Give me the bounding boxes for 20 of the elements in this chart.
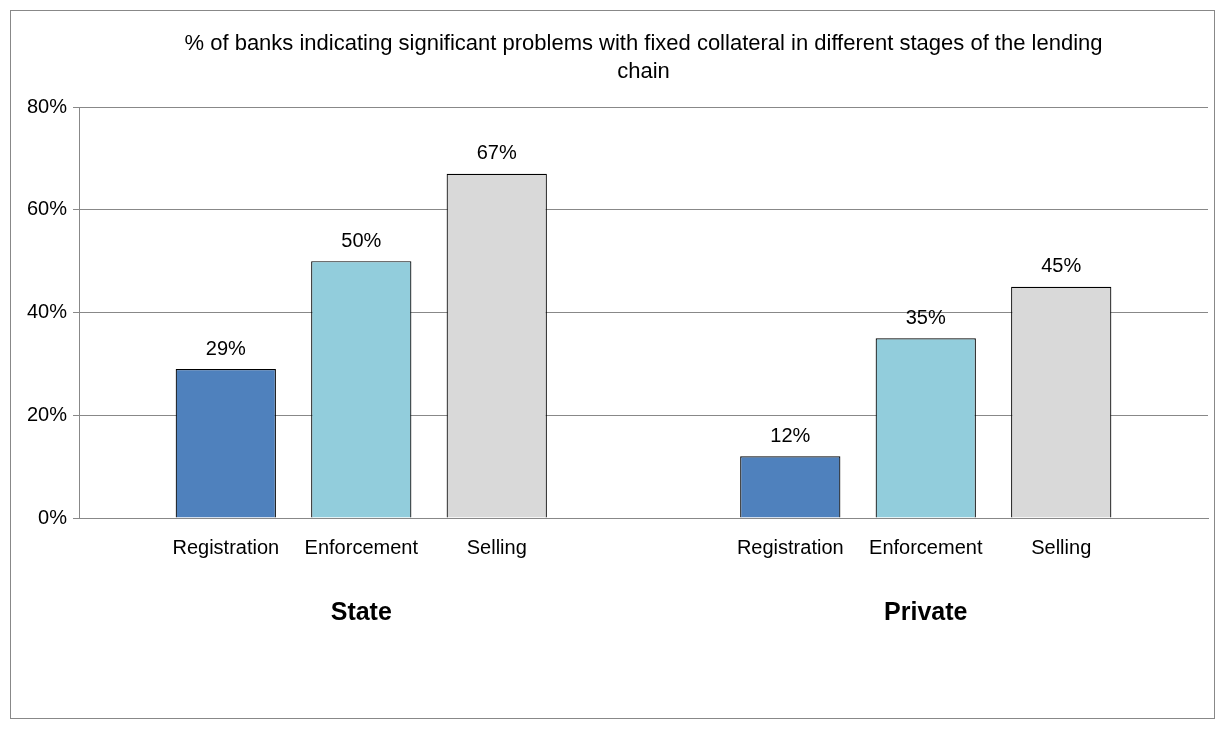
text: Selling: [1031, 535, 1092, 558]
data-label: 50%: [341, 228, 382, 251]
data-label: 35%: [905, 305, 946, 328]
text: Registration: [736, 535, 844, 558]
y-tick-label: 20%: [27, 402, 68, 425]
data-label: 29%: [205, 336, 247, 359]
series-label: Enforcement: [304, 535, 419, 558]
y-tick-label: 0%: [38, 505, 68, 528]
y-tick-label: 40%: [27, 300, 68, 323]
y-tick-label: 60%: [27, 197, 68, 220]
x-tick-label: Private: [884, 596, 968, 625]
chart-title: % of banks indicating significant problems with fixed collateral in different stages of the lending chain: [184, 30, 1103, 84]
series-label: Registration: [172, 535, 280, 558]
data-label: 67%: [476, 141, 517, 164]
text: Enforcement: [869, 535, 983, 558]
y-tick-label: 80%: [27, 94, 68, 117]
x-tick-label: State: [330, 596, 392, 625]
series-label: Selling: [466, 535, 527, 558]
data-label: 45%: [1041, 254, 1082, 277]
data-label: 12%: [770, 423, 811, 446]
